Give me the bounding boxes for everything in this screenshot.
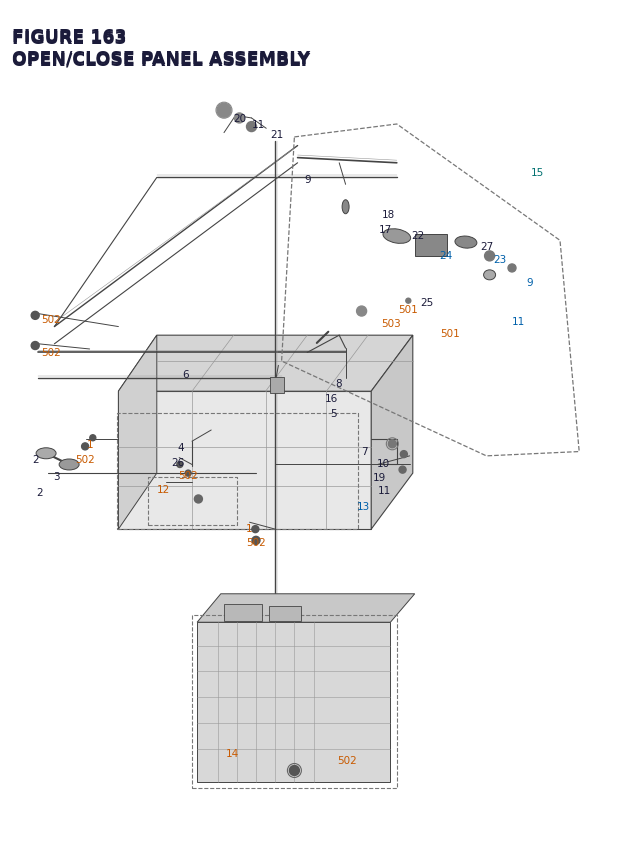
Ellipse shape (59, 460, 79, 470)
Text: 6: 6 (182, 369, 189, 380)
Circle shape (252, 536, 260, 545)
Text: 10: 10 (376, 458, 390, 468)
Circle shape (246, 122, 257, 133)
Text: FIGURE 163: FIGURE 163 (12, 30, 127, 48)
Text: OPEN/CLOSE PANEL ASSEMBLY: OPEN/CLOSE PANEL ASSEMBLY (12, 50, 310, 68)
Text: 11: 11 (378, 486, 391, 496)
Text: 19: 19 (373, 472, 387, 482)
Text: 16: 16 (324, 393, 338, 404)
Circle shape (406, 299, 411, 304)
Text: 501: 501 (398, 305, 418, 315)
Text: 502: 502 (42, 314, 61, 325)
Bar (224, 604, 262, 622)
Text: 24: 24 (439, 251, 452, 261)
Text: 2: 2 (32, 455, 38, 465)
Text: 26: 26 (171, 457, 184, 468)
Ellipse shape (484, 270, 495, 281)
Text: 502: 502 (337, 755, 357, 765)
Polygon shape (118, 392, 371, 530)
Circle shape (31, 312, 39, 320)
Text: 13: 13 (356, 501, 370, 511)
Text: 5: 5 (330, 408, 337, 418)
Bar (270, 378, 284, 393)
Ellipse shape (36, 449, 56, 459)
Text: 11: 11 (252, 120, 265, 130)
Ellipse shape (383, 230, 411, 244)
Text: 11: 11 (512, 317, 525, 327)
Text: 3: 3 (53, 471, 60, 481)
Text: 4: 4 (178, 443, 184, 453)
Text: 20: 20 (234, 114, 247, 124)
Text: 18: 18 (381, 210, 395, 220)
Text: 502: 502 (42, 348, 61, 358)
Text: OPEN/CLOSE PANEL ASSEMBLY: OPEN/CLOSE PANEL ASSEMBLY (12, 52, 310, 70)
Text: 502: 502 (178, 470, 198, 480)
Circle shape (234, 114, 244, 124)
Text: 25: 25 (420, 298, 433, 308)
Ellipse shape (342, 201, 349, 214)
Text: 21: 21 (270, 130, 284, 140)
Text: 503: 503 (381, 319, 401, 329)
Text: 22: 22 (411, 231, 424, 241)
Circle shape (356, 307, 367, 317)
Circle shape (90, 436, 96, 441)
Circle shape (217, 104, 231, 118)
Circle shape (399, 467, 406, 474)
Bar (197, 623, 390, 782)
Circle shape (177, 462, 183, 468)
Text: 14: 14 (226, 748, 239, 759)
Text: 501: 501 (440, 329, 460, 339)
Polygon shape (118, 336, 157, 530)
Text: 9: 9 (527, 277, 533, 288)
Text: 8: 8 (335, 378, 342, 388)
Circle shape (82, 443, 88, 450)
Circle shape (401, 451, 407, 458)
Text: FIGURE 163: FIGURE 163 (12, 28, 127, 46)
Text: 7: 7 (362, 446, 368, 456)
Circle shape (252, 526, 259, 533)
Circle shape (31, 342, 39, 350)
Circle shape (388, 440, 396, 449)
Polygon shape (118, 336, 413, 392)
Text: 15: 15 (531, 168, 545, 178)
Circle shape (508, 264, 516, 273)
Text: 9: 9 (305, 175, 311, 185)
Text: 1: 1 (246, 523, 252, 534)
Bar (269, 606, 301, 622)
Text: 17: 17 (379, 225, 392, 235)
Text: 23: 23 (493, 255, 506, 265)
Text: 502: 502 (246, 537, 266, 548)
Text: 12: 12 (157, 484, 170, 494)
Polygon shape (197, 594, 415, 623)
Circle shape (195, 495, 202, 504)
Text: 1: 1 (86, 439, 93, 449)
Polygon shape (371, 336, 413, 530)
Bar (415, 235, 447, 257)
Ellipse shape (455, 237, 477, 249)
Circle shape (484, 251, 495, 262)
Circle shape (289, 765, 300, 776)
Text: 27: 27 (480, 241, 493, 251)
Text: 502: 502 (75, 455, 95, 465)
Circle shape (185, 471, 191, 476)
Text: 2: 2 (36, 487, 43, 498)
